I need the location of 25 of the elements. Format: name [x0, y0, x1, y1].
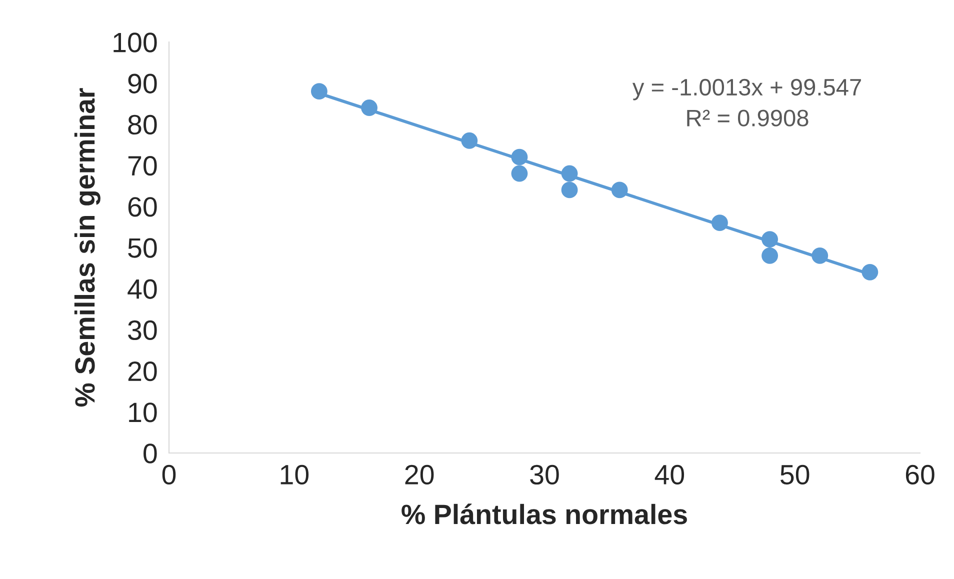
annotation: R² = 0.9908: [687, 110, 808, 126]
y-tick-label: 70: [128, 156, 157, 176]
y-tick-label: 100: [114, 32, 157, 52]
point: [561, 182, 578, 198]
y-tick-label: 30: [128, 320, 157, 340]
y-tick-label: 20: [128, 361, 157, 382]
x-axis-title: % Plántulas normales: [402, 504, 687, 524]
point: [511, 165, 528, 182]
x-tick-label: 50: [780, 464, 810, 485]
x-tick-label: 40: [654, 464, 684, 485]
y-tick-label: 80: [128, 114, 157, 135]
x-tick-label: 60: [906, 464, 934, 485]
y-tick-label: 50: [128, 238, 157, 258]
x-tick-label: 20: [405, 464, 434, 485]
x-tick-label: 0: [162, 464, 176, 485]
x-tick-label: 30: [530, 464, 559, 485]
y-tick-label: 60: [128, 197, 157, 217]
y-tick-label: 0: [144, 444, 157, 464]
y-tick-label: 90: [128, 74, 157, 94]
y-tick-label: 10: [129, 402, 157, 422]
y-axis-title: % Semillas sin germinar: [74, 88, 100, 407]
y-tick-label: 40: [128, 279, 157, 299]
annotation: y = -1.0013x + 99.547: [632, 78, 861, 100]
x-tick-label: 10: [280, 464, 309, 485]
point: [762, 248, 778, 264]
